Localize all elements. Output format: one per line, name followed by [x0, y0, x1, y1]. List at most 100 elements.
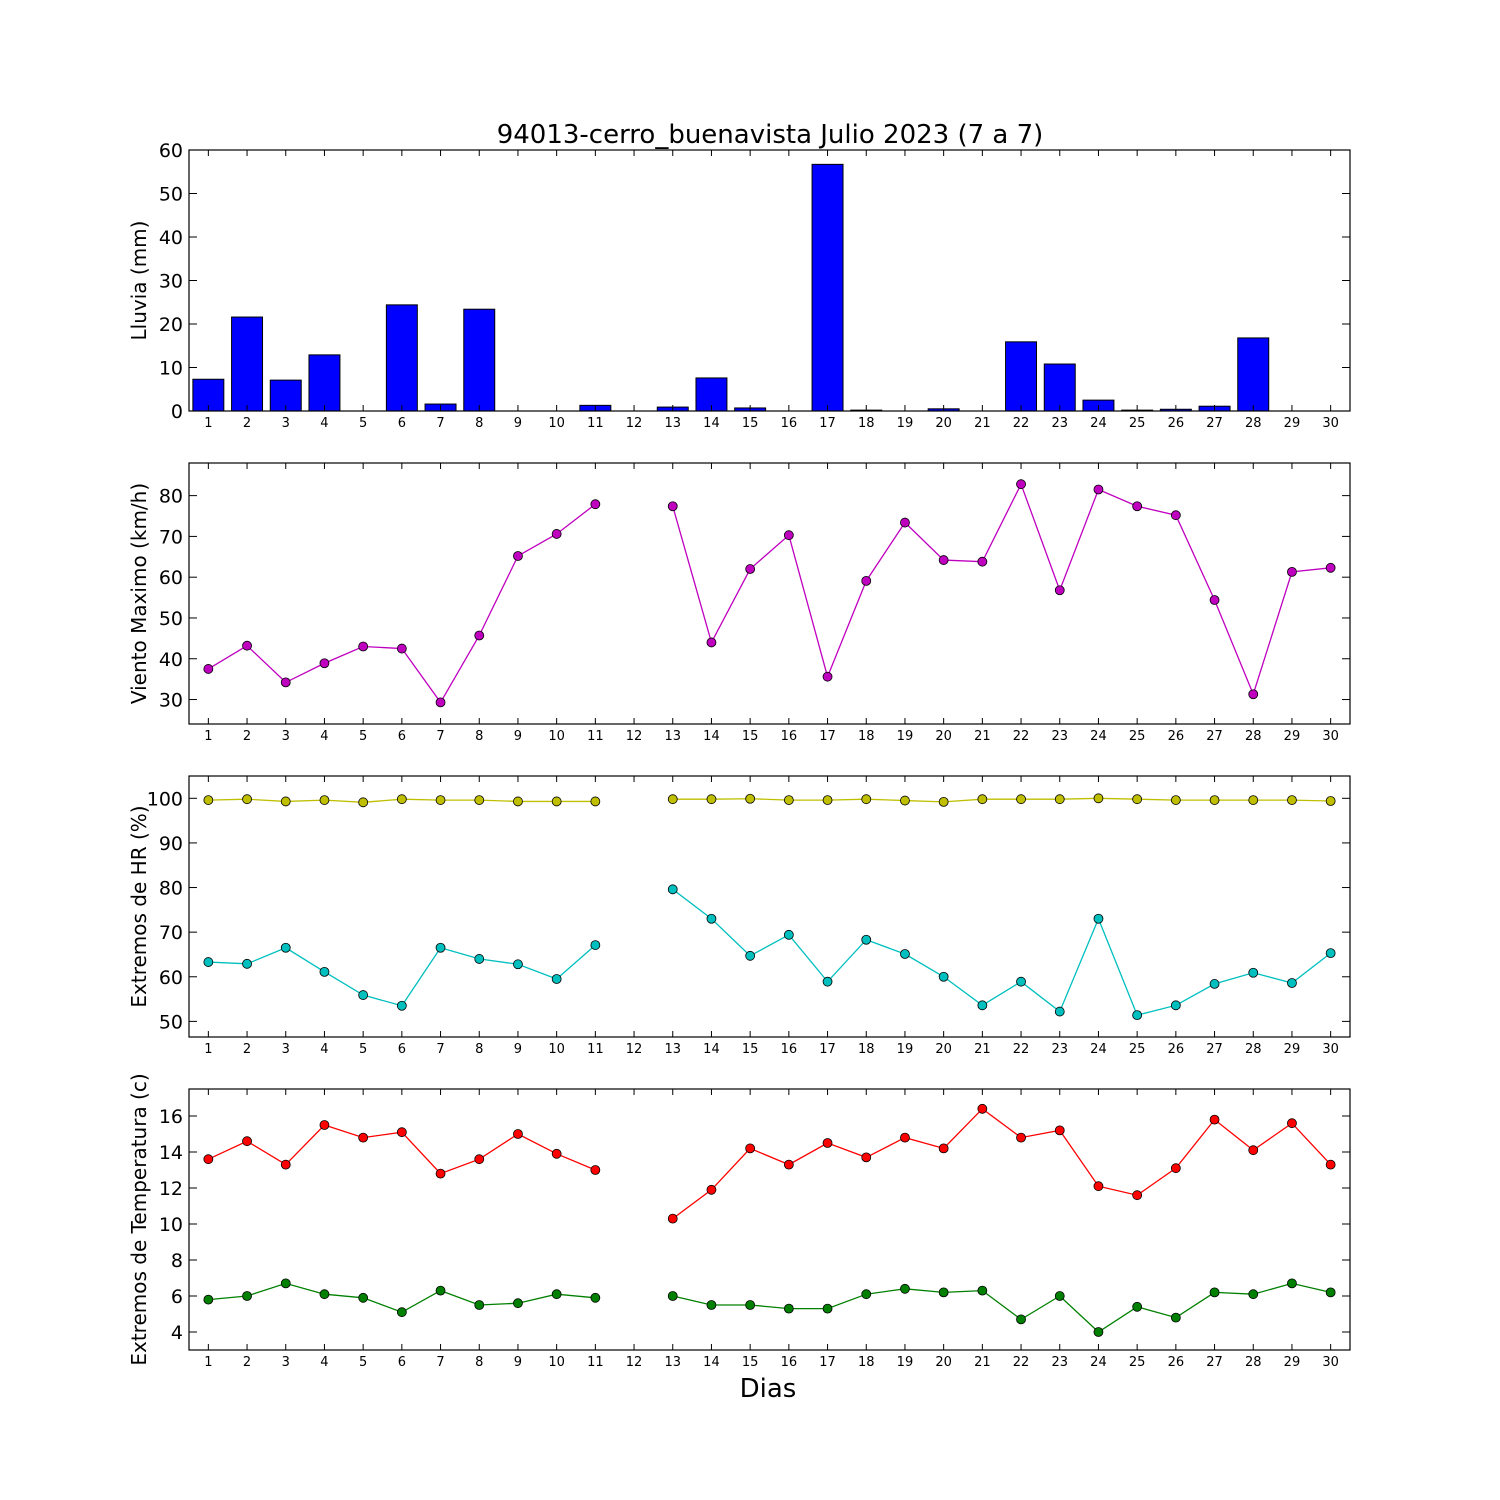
series-1-point-day-17	[822, 671, 833, 682]
series-2-point-day-20	[938, 1287, 949, 1298]
series-1-point-day-1	[203, 795, 214, 805]
x-tick-label: 18	[858, 729, 875, 744]
x-tick-label: 6	[398, 1355, 406, 1370]
y-tick-label: 40	[159, 649, 183, 671]
x-tick-label: 12	[626, 416, 643, 431]
y-tick-label: 0	[171, 401, 183, 423]
x-tick-label: 13	[664, 729, 681, 744]
series-1-line-2	[672, 1107, 1332, 1220]
series-1-point-day-29	[1287, 566, 1297, 577]
series-2-point-day-22	[1016, 1314, 1026, 1325]
series-2-point-day-26	[1170, 1000, 1181, 1011]
x-tick-label: 26	[1168, 1042, 1185, 1057]
series-1-point-day-11	[590, 796, 601, 807]
series-1-point-day-14	[706, 1184, 717, 1195]
y-tick-label: 80	[159, 486, 183, 508]
x-tick-label: 5	[359, 416, 367, 431]
x-tick-label: 14	[703, 416, 720, 431]
series-1-point-day-13	[667, 501, 678, 512]
x-tick-label: 19	[897, 1042, 914, 1057]
series-1-point-day-19	[900, 1132, 910, 1143]
x-tick-label: 13	[664, 1355, 681, 1370]
x-tick-label: 16	[781, 416, 798, 431]
series-1-point-day-10	[551, 1148, 562, 1159]
x-tick-label: 27	[1206, 416, 1223, 431]
panel-frame	[188, 775, 1351, 1038]
series-2-point-day-8	[474, 954, 485, 964]
series-2-point-day-25	[1132, 1010, 1143, 1021]
x-tick-label: 17	[819, 1355, 836, 1370]
y-tick-label: 60	[159, 967, 183, 989]
x-tick-label: 30	[1322, 1355, 1339, 1370]
y-tick-label: 4	[171, 1322, 183, 1344]
x-tick-label: 24	[1090, 729, 1107, 744]
x-tick-label: 6	[398, 729, 406, 744]
x-tick-label: 12	[626, 1042, 643, 1057]
panel-frame	[188, 149, 1351, 412]
series-2-point-day-17	[822, 1303, 833, 1314]
y-tick-label: 100	[147, 788, 183, 810]
series-1-point-day-10	[551, 796, 562, 807]
x-tick-label: 17	[819, 1042, 836, 1057]
x-tick-label: 15	[742, 1042, 759, 1057]
x-tick-label: 27	[1206, 729, 1223, 744]
chart-title: 94013-cerro_buenavista Julio 2023 (7 a 7…	[497, 120, 1044, 150]
bar-day-22	[1005, 341, 1038, 412]
x-tick-label: 3	[282, 416, 290, 431]
series-2-point-day-9	[513, 959, 523, 970]
x-tick-label: 10	[548, 1042, 565, 1057]
x-tick-label: 21	[974, 1355, 991, 1370]
series-2-point-day-16	[783, 929, 794, 940]
y-tick-label: 30	[159, 690, 183, 712]
series-1-point-day-19	[900, 517, 910, 528]
x-tick-label: 25	[1129, 416, 1146, 431]
series-2-point-day-24	[1093, 913, 1104, 924]
series-2-point-day-13	[667, 1291, 678, 1301]
series-1-point-day-2	[242, 1136, 252, 1147]
bar-day-8	[463, 308, 496, 412]
series-2-point-day-19	[900, 1283, 910, 1294]
x-tick-label: 1	[204, 1042, 212, 1057]
x-tick-label: 5	[359, 729, 367, 744]
series-1-point-day-18	[861, 794, 872, 805]
series-2-point-day-17	[822, 976, 833, 987]
series-1-point-day-14	[706, 637, 717, 648]
x-tick-label: 4	[320, 416, 328, 431]
x-tick-label: 17	[819, 729, 836, 744]
x-tick-label: 14	[703, 729, 720, 744]
bar-day-6	[385, 304, 418, 412]
series-2-point-day-7	[435, 1285, 446, 1296]
y-tick-label: 80	[159, 878, 183, 900]
series-1-point-day-9	[513, 1129, 523, 1139]
x-tick-label: 30	[1322, 729, 1339, 744]
series-2-point-day-30	[1325, 1287, 1336, 1298]
y-tick-label: 14	[159, 1142, 183, 1164]
series-2-point-day-29	[1287, 1278, 1297, 1289]
series-2-point-day-24	[1093, 1327, 1104, 1337]
x-tick-label: 23	[1051, 1355, 1068, 1370]
series-1-point-day-22	[1016, 1132, 1026, 1143]
x-tick-label: 20	[935, 729, 952, 744]
x-tick-label: 27	[1206, 1042, 1223, 1057]
x-tick-label: 23	[1051, 729, 1068, 744]
series-2-line-2	[672, 1282, 1331, 1333]
series-2-point-day-5	[358, 1292, 369, 1303]
series-1-point-day-27	[1209, 1114, 1220, 1125]
y-tick-label: 50	[159, 608, 183, 630]
series-2-point-day-13	[667, 884, 678, 895]
series-1-point-day-24	[1093, 1181, 1104, 1192]
x-tick-label: 24	[1090, 416, 1107, 431]
series-1-point-day-3	[280, 1159, 291, 1170]
bar-day-4	[308, 354, 341, 412]
y-tick-label: 16	[159, 1106, 183, 1128]
series-1-line-1	[208, 503, 596, 704]
series-1-point-day-29	[1287, 1118, 1297, 1129]
series-1-point-day-4	[319, 658, 330, 669]
series-2-point-day-3	[280, 942, 291, 953]
x-tick-label: 4	[320, 729, 328, 744]
series-1-point-day-23	[1054, 794, 1065, 805]
y-axis-label: Lluvia (mm)	[127, 221, 151, 341]
series-1-point-day-9	[513, 551, 523, 561]
series-1-point-day-19	[900, 795, 910, 806]
